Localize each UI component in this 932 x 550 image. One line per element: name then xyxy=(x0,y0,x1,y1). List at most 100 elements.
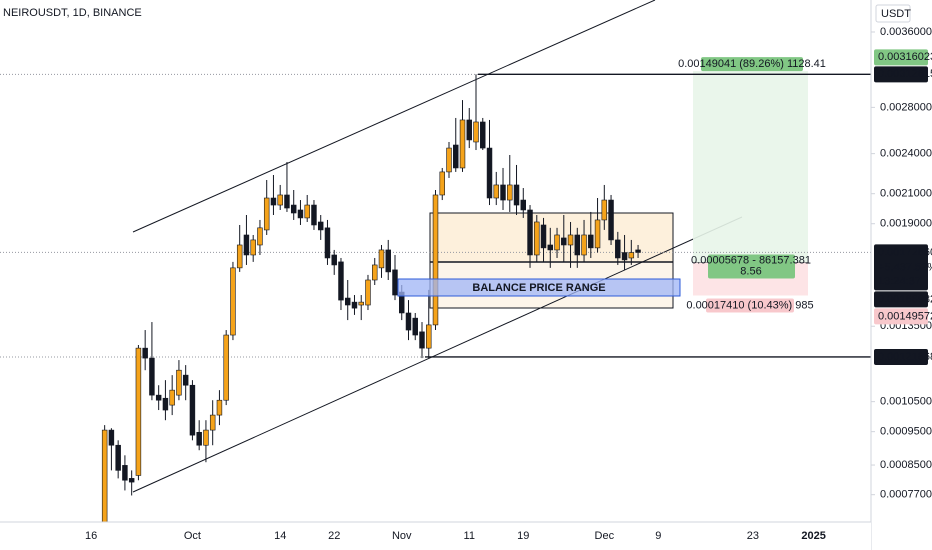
candle-body xyxy=(513,184,520,206)
candle-body xyxy=(311,204,317,226)
candle-body xyxy=(230,267,236,336)
candle-body xyxy=(621,252,628,261)
candle-body xyxy=(554,234,560,251)
candle-body xyxy=(567,234,574,246)
price-badge-label: 0.00149572 xyxy=(878,310,932,322)
current-price-badge xyxy=(874,244,928,291)
candle-body xyxy=(405,312,412,331)
candle-body xyxy=(419,331,425,349)
candle-body xyxy=(344,297,351,306)
drawings-over: BALANCE PRICE RANGE 0.00149041 (89.26%) … xyxy=(397,57,826,313)
candle-body xyxy=(378,249,385,269)
candle-body xyxy=(520,199,527,211)
candle-body xyxy=(317,221,324,231)
candle-body xyxy=(189,384,196,436)
x-tick-label: 9 xyxy=(655,530,661,542)
candle-body xyxy=(581,234,587,256)
candle-body xyxy=(236,244,243,269)
target-zone xyxy=(693,71,808,263)
stop-label-box xyxy=(706,298,794,313)
info-label: 8.56 xyxy=(740,265,761,277)
candle-body xyxy=(216,399,223,416)
candle-body xyxy=(135,347,142,476)
candle-body xyxy=(297,209,304,219)
y-tick-label: 0.00077000 xyxy=(880,489,932,501)
candle-body xyxy=(257,227,263,246)
candle-body xyxy=(196,431,202,446)
stop-label: 0.00017410 (10.43%) 985 xyxy=(686,299,813,311)
candle-body xyxy=(534,221,540,256)
candle-body xyxy=(331,254,337,266)
candle-body xyxy=(182,374,189,386)
price-badge xyxy=(874,348,928,365)
candle-body xyxy=(507,184,513,201)
candle-body xyxy=(574,234,581,256)
candle-body xyxy=(149,357,155,396)
candle-body xyxy=(615,239,621,259)
candle-body xyxy=(426,324,432,349)
drawings-under xyxy=(0,0,871,493)
balance-label: BALANCE PRICE RANGE xyxy=(472,282,605,294)
candle-body xyxy=(432,194,439,326)
candle-body xyxy=(608,199,614,241)
info-label-box xyxy=(708,254,795,279)
x-tick-label: 22 xyxy=(328,530,340,542)
info-label: 0.00005678 - 86157.381 xyxy=(691,254,811,266)
price-badge-label: 0.00312615 xyxy=(878,68,932,80)
candle-body xyxy=(142,347,148,359)
price-badge-label: 0.00166982 xyxy=(878,293,932,305)
price-badge xyxy=(874,308,928,325)
candle-body xyxy=(304,204,310,219)
candle-body xyxy=(284,194,290,209)
target-label: 0.00149041 (89.26%) 1128.41 xyxy=(678,58,826,70)
x-tick-label: 16 xyxy=(85,530,97,542)
candle-body xyxy=(561,237,567,246)
candle-body xyxy=(500,184,506,201)
x-tick-label: Oct xyxy=(184,530,201,542)
candle-body xyxy=(601,199,608,221)
candle-body xyxy=(169,389,175,406)
candle-body xyxy=(155,394,162,401)
candle-body xyxy=(277,194,283,206)
x-tick-label: Dec xyxy=(595,530,615,542)
price-badge xyxy=(874,49,928,66)
candle-body xyxy=(250,239,256,256)
candle-body xyxy=(101,429,108,526)
x-tick-label: 23 xyxy=(747,530,759,542)
price-badge-label: 0.00316023 xyxy=(878,51,932,63)
candle-body xyxy=(473,121,479,143)
candle-body xyxy=(358,301,364,306)
time-axis-bg xyxy=(0,522,871,550)
balance-box xyxy=(397,278,681,297)
candle-body xyxy=(635,249,641,253)
x-tick-label: 14 xyxy=(274,530,286,542)
candle-body xyxy=(493,184,499,199)
candle-body xyxy=(209,414,216,431)
candle-body xyxy=(128,478,135,483)
candles xyxy=(101,74,641,531)
symbol-header: NEIROUSDT, 1D, BINANCE xyxy=(3,7,142,19)
candle-body xyxy=(628,252,635,259)
price-badge-label: 0.00121868 xyxy=(878,351,932,363)
channel-lower xyxy=(132,216,743,493)
channel-upper xyxy=(132,0,656,233)
currency-button[interactable] xyxy=(875,4,911,23)
current-change-label: +5,437.52% xyxy=(878,261,932,273)
candle-body xyxy=(351,301,358,309)
candle-body xyxy=(480,121,486,149)
candle-body xyxy=(290,204,297,214)
candle-body xyxy=(446,147,452,173)
candle-body xyxy=(122,465,128,481)
candle-body xyxy=(324,227,331,259)
current-price-label: 0.00172660 xyxy=(878,246,932,258)
target-label-box xyxy=(701,57,803,72)
candle-body xyxy=(412,317,418,336)
candle-body xyxy=(162,397,169,411)
currency-label[interactable]: USDT xyxy=(881,8,911,20)
